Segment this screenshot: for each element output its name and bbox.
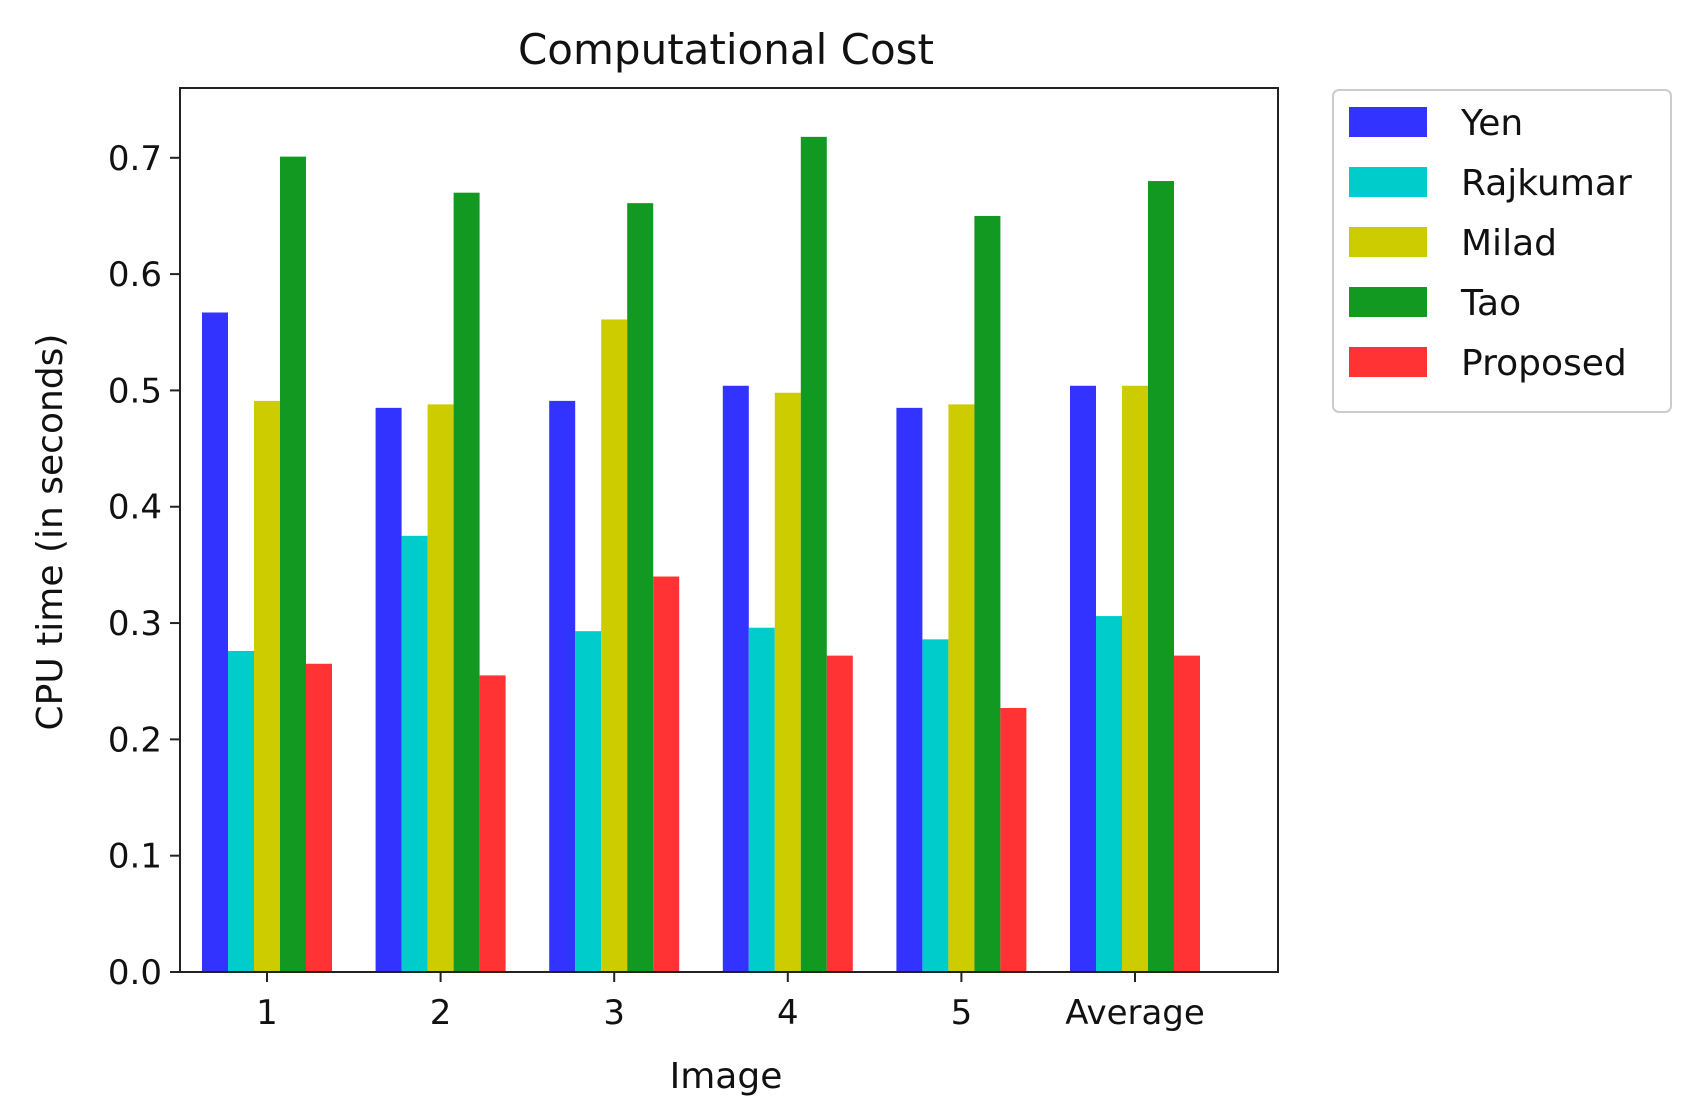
legend-swatch-rajkumar xyxy=(1349,167,1427,197)
x-tick-label: 4 xyxy=(777,993,799,1033)
bar-tao-2 xyxy=(453,192,480,972)
legend-swatch-yen xyxy=(1349,107,1427,137)
bar-rajkumar-4 xyxy=(748,627,775,972)
y-tick-label: 0.3 xyxy=(108,604,162,644)
y-tick-label: 0.4 xyxy=(108,488,162,528)
plot-frame xyxy=(179,87,1279,973)
bar-proposed-4 xyxy=(826,655,853,972)
bar-rajkumar-5 xyxy=(922,639,949,972)
legend-label-proposed: Proposed xyxy=(1461,343,1627,384)
bar-proposed-5 xyxy=(1000,707,1027,972)
legend-label-milad: Milad xyxy=(1461,223,1557,264)
bar-tao-4 xyxy=(800,136,827,973)
bar-tao-average xyxy=(1148,181,1174,973)
bar-tao-3 xyxy=(627,203,654,972)
bar-rajkumar-3 xyxy=(575,631,602,972)
bar-yen-3 xyxy=(549,400,576,972)
y-tick-label: 0.5 xyxy=(108,371,162,411)
legend-swatch-milad xyxy=(1349,227,1427,257)
y-tick-label: 0.0 xyxy=(108,953,162,993)
bar-milad-average xyxy=(1122,385,1148,972)
x-tick-label: Average xyxy=(1065,993,1205,1033)
x-tick-label: 2 xyxy=(430,993,452,1033)
bar-proposed-3 xyxy=(653,576,680,972)
x-axis-label: Image xyxy=(670,1056,783,1097)
bar-milad-1 xyxy=(254,400,280,972)
bar-yen-1 xyxy=(202,312,228,972)
bar-proposed-average xyxy=(1174,655,1200,972)
bar-yen-average xyxy=(1070,385,1096,972)
bar-proposed-1 xyxy=(306,663,332,972)
plot-area xyxy=(202,136,1200,973)
legend-label-yen: Yen xyxy=(1460,103,1523,144)
legend-swatch-tao xyxy=(1349,287,1427,317)
bar-milad-4 xyxy=(774,392,801,972)
y-tick-label: 0.1 xyxy=(108,837,162,877)
axis-ticks: 0.0 0.1 0.2 0.3 0.4 0.5 0.6 0.7 1 2 3 4 5 Average xyxy=(108,139,1205,1033)
legend-swatch-proposed xyxy=(1349,347,1427,377)
y-tick-label: 0.7 xyxy=(108,139,162,179)
bar-rajkumar-2 xyxy=(401,535,428,972)
bar-yen-4 xyxy=(722,385,749,972)
bar-tao-5 xyxy=(974,215,1001,972)
bar-milad-3 xyxy=(601,319,628,973)
bar-milad-5 xyxy=(948,404,975,972)
bar-yen-5 xyxy=(896,407,923,972)
y-tick-label: 0.2 xyxy=(108,720,162,760)
legend-label-rajkumar: Rajkumar xyxy=(1461,163,1632,204)
bar-tao-1 xyxy=(280,156,306,972)
bar-rajkumar-1 xyxy=(228,650,254,972)
x-tick-label: 1 xyxy=(256,993,278,1033)
legend: Yen Rajkumar Milad Tao Proposed xyxy=(1332,89,1672,413)
chart-title: Computational Cost xyxy=(518,25,934,74)
bar-milad-2 xyxy=(427,404,454,972)
bar-yen-2 xyxy=(375,407,402,972)
x-tick-label: 3 xyxy=(603,993,625,1033)
y-axis-label: CPU time (in seconds) xyxy=(30,334,71,731)
bar-proposed-2 xyxy=(479,675,506,972)
x-tick-label: 5 xyxy=(951,993,973,1033)
legend-label-tao: Tao xyxy=(1460,283,1521,324)
bar-rajkumar-average xyxy=(1096,616,1122,972)
y-tick-label: 0.6 xyxy=(108,255,162,295)
